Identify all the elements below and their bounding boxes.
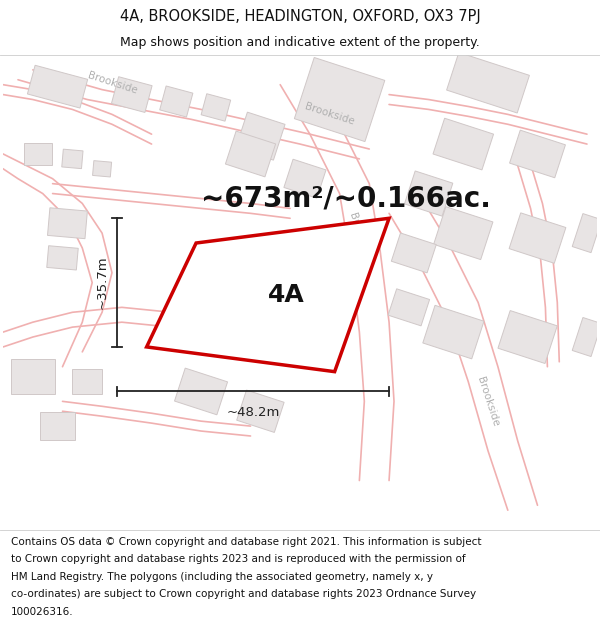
Polygon shape — [201, 94, 230, 121]
Text: HM Land Registry. The polygons (including the associated geometry, namely x, y: HM Land Registry. The polygons (includin… — [11, 572, 433, 582]
Polygon shape — [160, 86, 193, 117]
Polygon shape — [446, 52, 529, 113]
Polygon shape — [423, 305, 484, 359]
Polygon shape — [388, 289, 430, 326]
Polygon shape — [433, 118, 494, 170]
Text: to Crown copyright and database rights 2023 and is reproduced with the permissio: to Crown copyright and database rights 2… — [11, 554, 466, 564]
Polygon shape — [62, 149, 83, 169]
Polygon shape — [47, 246, 78, 270]
Text: co-ordinates) are subject to Crown copyright and database rights 2023 Ordnance S: co-ordinates) are subject to Crown copyr… — [11, 589, 476, 599]
Text: ~35.7m: ~35.7m — [96, 256, 109, 309]
Text: Brookside: Brookside — [347, 212, 372, 264]
Polygon shape — [284, 159, 326, 198]
Text: Brookside: Brookside — [475, 375, 501, 428]
Polygon shape — [28, 65, 88, 108]
Polygon shape — [236, 112, 285, 160]
Polygon shape — [498, 311, 557, 364]
Polygon shape — [237, 390, 284, 432]
Polygon shape — [73, 369, 102, 394]
Polygon shape — [509, 213, 566, 263]
Polygon shape — [47, 208, 88, 239]
Polygon shape — [11, 359, 55, 394]
Polygon shape — [175, 368, 227, 415]
Polygon shape — [295, 58, 385, 142]
Text: Map shows position and indicative extent of the property.: Map shows position and indicative extent… — [120, 36, 480, 49]
Polygon shape — [509, 130, 565, 178]
Polygon shape — [572, 214, 600, 253]
Text: Contains OS data © Crown copyright and database right 2021. This information is : Contains OS data © Crown copyright and d… — [11, 537, 481, 547]
Text: 4A, BROOKSIDE, HEADINGTON, OXFORD, OX3 7PJ: 4A, BROOKSIDE, HEADINGTON, OXFORD, OX3 7… — [119, 9, 481, 24]
Text: Brookside: Brookside — [304, 102, 356, 127]
Text: ~48.2m: ~48.2m — [226, 406, 280, 419]
Polygon shape — [572, 318, 600, 356]
Text: ~673m²/~0.166ac.: ~673m²/~0.166ac. — [201, 184, 491, 213]
Polygon shape — [40, 412, 75, 440]
Polygon shape — [24, 143, 52, 165]
Text: 100026316.: 100026316. — [11, 607, 73, 617]
Text: 4A: 4A — [268, 283, 305, 307]
Polygon shape — [434, 207, 493, 259]
Text: Brookside: Brookside — [86, 70, 138, 96]
Polygon shape — [112, 77, 152, 112]
Polygon shape — [92, 161, 112, 177]
Polygon shape — [391, 233, 436, 273]
Polygon shape — [146, 218, 389, 372]
Polygon shape — [404, 171, 453, 216]
Polygon shape — [226, 131, 275, 177]
